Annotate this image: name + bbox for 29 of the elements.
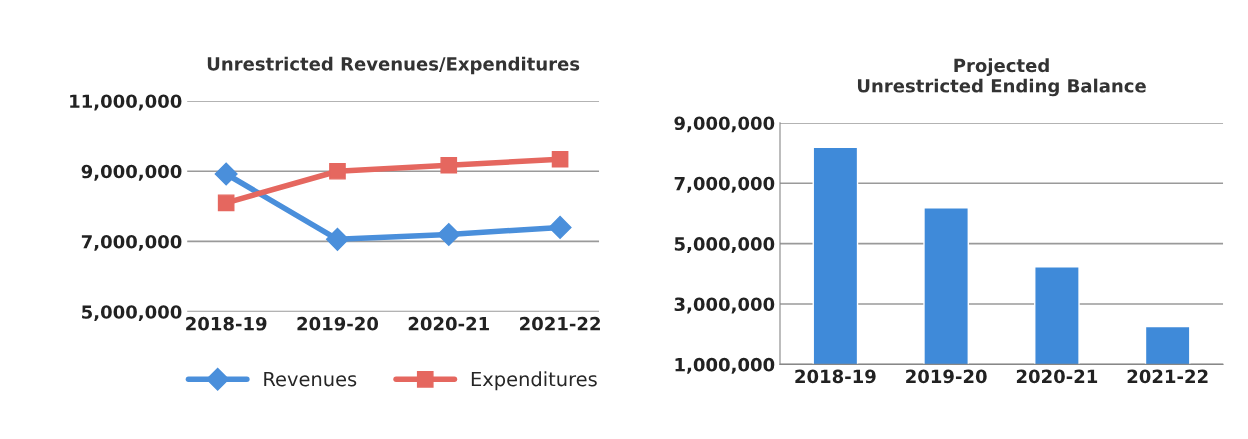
- x-tick-label: 2019-20: [906, 369, 987, 384]
- x-tick-label: 2018-19: [186, 316, 267, 331]
- point: [329, 162, 346, 180]
- y-tick-label: 9,000,000: [674, 116, 775, 133]
- y-tick-label: 5,000,000: [674, 237, 775, 254]
- point: [217, 194, 235, 212]
- y-tick-label: 11,000,000: [70, 94, 182, 111]
- y-tick-label: 9,000,000: [81, 164, 182, 181]
- x-tick-label: 2018-19: [795, 369, 876, 384]
- point: [548, 215, 572, 239]
- point: [440, 156, 458, 174]
- point: [325, 227, 349, 251]
- y-tick-label: 5,000,000: [82, 305, 182, 322]
- point: [214, 162, 238, 186]
- legend-label: Revenues: [264, 371, 357, 387]
- x-tick-label: 2021-22: [520, 316, 600, 331]
- x-tick-label: 2019-20: [297, 316, 379, 331]
- legend-label: Expenditures: [471, 371, 597, 391]
- chart-title: Projected Unrestricted Ending Balance: [857, 58, 1146, 97]
- y-tick-label: 1,000,000: [675, 357, 775, 374]
- point: [551, 150, 569, 168]
- x-tick-label: 2020-21: [408, 316, 489, 331]
- point: [437, 222, 461, 246]
- y-tick-label: 7,000,000: [81, 234, 182, 251]
- y-tick-label: 7,000,000: [674, 176, 775, 193]
- y-tick-label: 3,000,000: [674, 297, 775, 314]
- x-tick-label: 2021-22: [1127, 369, 1208, 384]
- x-tick-label: 2020-21: [1016, 369, 1098, 384]
- chart-title: Unrestricted Revenues/Expenditures: [207, 56, 580, 75]
